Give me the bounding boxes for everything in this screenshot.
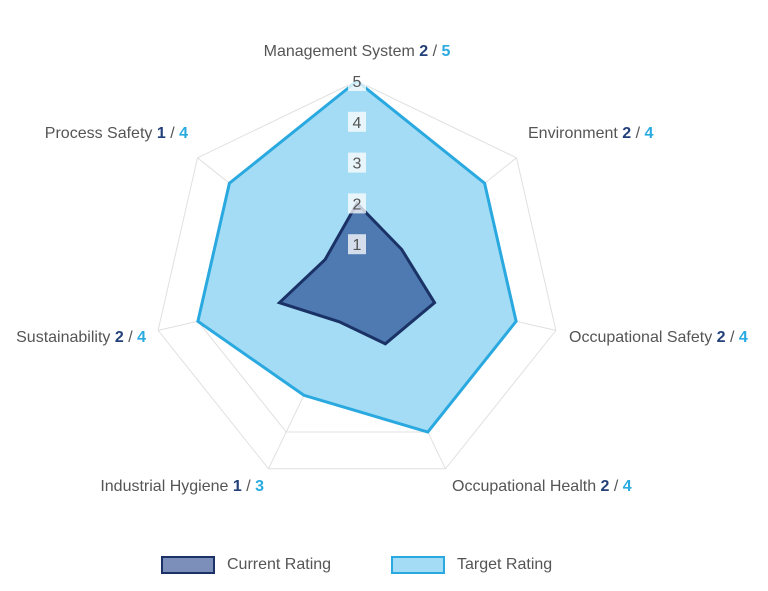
axis-labels: Management System 2 / 5 Environment 2 / 4… — [16, 43, 748, 495]
target-value: 4 — [623, 478, 632, 495]
r-tick-label: 2 — [353, 196, 362, 213]
radar-ticks: 1 2 3 4 5 — [348, 71, 366, 255]
series-current-polygon — [276, 200, 437, 346]
axis-name: Environment — [528, 125, 622, 142]
tick-bg — [348, 234, 366, 255]
r-tick-label: 4 — [353, 115, 362, 132]
legend-swatch-current — [161, 556, 215, 574]
legend-label-target: Target Rating — [457, 556, 553, 573]
axis-name: Process Safety — [45, 125, 157, 142]
current-value: 2 — [419, 43, 428, 60]
value-separator: / — [609, 478, 622, 495]
target-value: 4 — [739, 329, 748, 346]
target-value: 4 — [645, 125, 654, 142]
legend-label-current: Current Rating — [227, 556, 332, 573]
r-tick-label: 3 — [353, 156, 362, 173]
axis-name: Management System — [264, 43, 420, 60]
axis-name: Industrial Hygiene — [100, 478, 233, 495]
axis-label-3: Occupational Health 2 / 4 — [452, 478, 632, 495]
axis-label-1: Environment 2 / 4 — [528, 125, 654, 142]
current-value: 2 — [115, 329, 124, 346]
r-tick-label: 1 — [353, 237, 362, 254]
target-value: 4 — [137, 329, 146, 346]
axis-label-0: Management System 2 / 5 — [264, 43, 451, 60]
current-value: 2 — [601, 478, 610, 495]
target-value: 3 — [255, 478, 264, 495]
tick-bg — [348, 71, 366, 91]
value-separator: / — [428, 43, 441, 60]
legend-item-target[interactable]: Target Rating — [391, 556, 552, 574]
target-value: 5 — [441, 43, 450, 60]
target-value: 4 — [179, 125, 188, 142]
legend-item-current[interactable]: Current Rating — [161, 556, 331, 574]
legend: Current Rating Target Rating — [0, 556, 768, 586]
grid-ring-5 — [157, 80, 557, 470]
axis-label-5: Sustainability 2 / 4 — [16, 329, 146, 346]
axis-label-2: Occupational Safety 2 / 4 — [569, 329, 748, 346]
axis-name: Sustainability — [16, 329, 115, 346]
current-value: 2 — [717, 329, 726, 346]
axis-name: Occupational Safety — [569, 329, 717, 346]
tick-bg — [348, 152, 366, 173]
legend-swatch-target — [391, 556, 445, 574]
r-tick-label: 5 — [353, 74, 362, 91]
tick-bg — [348, 193, 366, 214]
value-separator: / — [631, 125, 644, 142]
value-separator: / — [124, 329, 137, 346]
value-separator: / — [242, 478, 255, 495]
current-value: 2 — [622, 125, 631, 142]
axis-name: Occupational Health — [452, 478, 601, 495]
current-value: 1 — [157, 125, 166, 142]
axis-label-4: Industrial Hygiene 1 / 3 — [100, 478, 264, 495]
current-value: 1 — [233, 478, 242, 495]
axis-label-6: Process Safety 1 / 4 — [45, 125, 188, 142]
tick-bg — [348, 111, 366, 132]
radar-series — [196, 79, 518, 434]
value-separator: / — [726, 329, 739, 346]
value-separator: / — [166, 125, 179, 142]
